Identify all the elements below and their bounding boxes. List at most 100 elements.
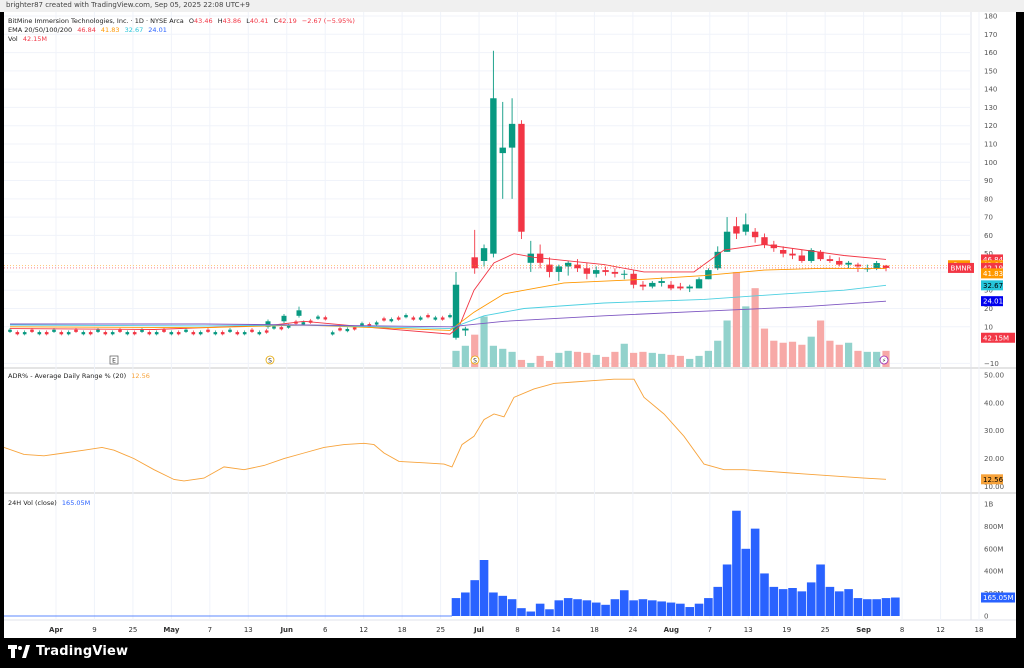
candle-body <box>527 253 534 263</box>
vol24-bar <box>694 603 704 616</box>
vol24-bar <box>722 564 732 616</box>
vol24-bar <box>806 582 816 616</box>
vol24-bar <box>629 600 638 616</box>
candle-body <box>798 255 806 261</box>
vol24-bar <box>582 600 592 616</box>
price-tick-label: 90 <box>984 177 993 185</box>
price-tag-value: 42.15M <box>983 334 1009 342</box>
tradingview-logo-icon <box>8 644 30 659</box>
candle-body <box>389 319 394 322</box>
price-tick-label: 100 <box>984 159 997 167</box>
legend-ohlc-c-label: C <box>273 17 279 25</box>
candle-body <box>8 329 12 332</box>
candle-body <box>658 281 665 283</box>
legend-vol24-label[interactable]: 24H Vol (close) <box>8 499 57 507</box>
candle-body <box>714 251 721 269</box>
vol24-bar <box>619 590 629 616</box>
adr-tick-label: 30.00 <box>984 427 1004 435</box>
vol24-bar <box>526 611 536 616</box>
legend-ohlc-o-value: 43.46 <box>194 17 213 25</box>
time-tick-label: 12 <box>936 626 945 634</box>
legend-ema-label[interactable]: EMA 20/50/100/200 <box>8 26 73 34</box>
vol24-bar <box>610 599 620 616</box>
legend-ema100-value: 32.67 <box>124 26 144 34</box>
candle-body <box>761 237 768 245</box>
vol24-bar <box>479 560 489 616</box>
vol24-bar <box>816 564 825 616</box>
candle-body <box>191 332 196 335</box>
candle-body <box>677 286 684 289</box>
candle-body <box>546 264 553 272</box>
candle-body <box>110 332 115 335</box>
price-tick-label: 140 <box>984 86 997 94</box>
candle-body <box>360 323 364 326</box>
legend-vol-label[interactable]: Vol <box>8 35 18 43</box>
watermark-header: brighter87 created with TradingView.com,… <box>0 0 1024 12</box>
footer-bar: TradingView <box>0 638 1024 668</box>
legend-ohlc-h-label: H <box>217 17 223 25</box>
candle-body <box>228 329 232 332</box>
candle-body <box>374 322 379 325</box>
candle-body <box>44 332 49 335</box>
tradingview-logo[interactable]: TradingView <box>8 644 128 659</box>
candle-body <box>96 329 100 332</box>
vol24-bar <box>704 598 713 616</box>
candle-body <box>686 286 693 289</box>
time-tick-label: 25 <box>821 626 830 634</box>
candle-body <box>147 332 152 335</box>
legend-adr-value: 12.56 <box>131 372 150 380</box>
legend-ohlc-l-value: 40.41 <box>249 17 269 25</box>
price-tick-label: 30 <box>984 287 993 295</box>
vol24-bar <box>676 603 685 616</box>
price-tick-label: 160 <box>984 49 997 57</box>
symbol-tag-bg <box>948 262 974 273</box>
legend-symbol[interactable]: BitMine Immersion Technologies, Inc. · 1… <box>8 17 184 25</box>
vol24-bar <box>732 510 741 616</box>
candle-body <box>323 317 328 320</box>
candle-body <box>667 284 675 289</box>
volume-bar <box>648 352 656 367</box>
legend-ohlc-o-label: O <box>188 17 194 25</box>
candle-body <box>154 332 159 335</box>
candle-body <box>162 329 166 332</box>
chart-area[interactable]: −101020304050607080901001101201301401501… <box>3 12 1016 638</box>
vol24-bar <box>788 588 797 616</box>
candle-body <box>338 328 342 331</box>
legend-adr-label[interactable]: ADR% - Average Daily Range % (20) <box>8 372 127 380</box>
vol24-bar <box>778 589 788 616</box>
legend-change: −2.67 (−5.95%) <box>301 17 355 25</box>
candle-body <box>88 332 93 335</box>
vol24-bar <box>461 592 470 616</box>
legend-vol-value: 42.15M <box>22 35 48 43</box>
candle-body <box>440 317 445 320</box>
volume-bar <box>695 355 703 367</box>
candle-body <box>621 273 628 275</box>
candle-body <box>176 332 181 335</box>
candle-body <box>279 327 284 330</box>
volume-bar <box>723 320 731 367</box>
volume-bar <box>704 350 712 367</box>
vol24-bar <box>872 599 881 616</box>
candle-body <box>836 260 843 265</box>
adr-tick-label: 40.00 <box>984 399 1004 407</box>
candle-body <box>583 268 591 274</box>
candle-body <box>330 332 335 335</box>
candle-body <box>705 270 712 280</box>
vol24-bar <box>834 591 844 616</box>
candle-body <box>103 332 108 335</box>
candle-body <box>742 224 749 232</box>
candle-body <box>59 332 64 335</box>
candle-body <box>854 264 862 267</box>
price-tag-bg <box>981 332 1015 343</box>
candle-body <box>751 231 759 238</box>
vol24-bar <box>489 592 498 616</box>
time-tick-label: 13 <box>244 626 253 634</box>
earnings-marker <box>109 355 119 365</box>
candle-body <box>695 279 703 289</box>
candle-body <box>452 284 460 338</box>
price-tick-label: 120 <box>984 122 997 130</box>
candle-body <box>235 332 240 335</box>
chart-canvas[interactable]: −101020304050607080901001101201301401501… <box>3 12 1016 638</box>
legend-ohlc-h-value: 43.86 <box>222 17 242 25</box>
vol24-bar <box>591 602 601 616</box>
